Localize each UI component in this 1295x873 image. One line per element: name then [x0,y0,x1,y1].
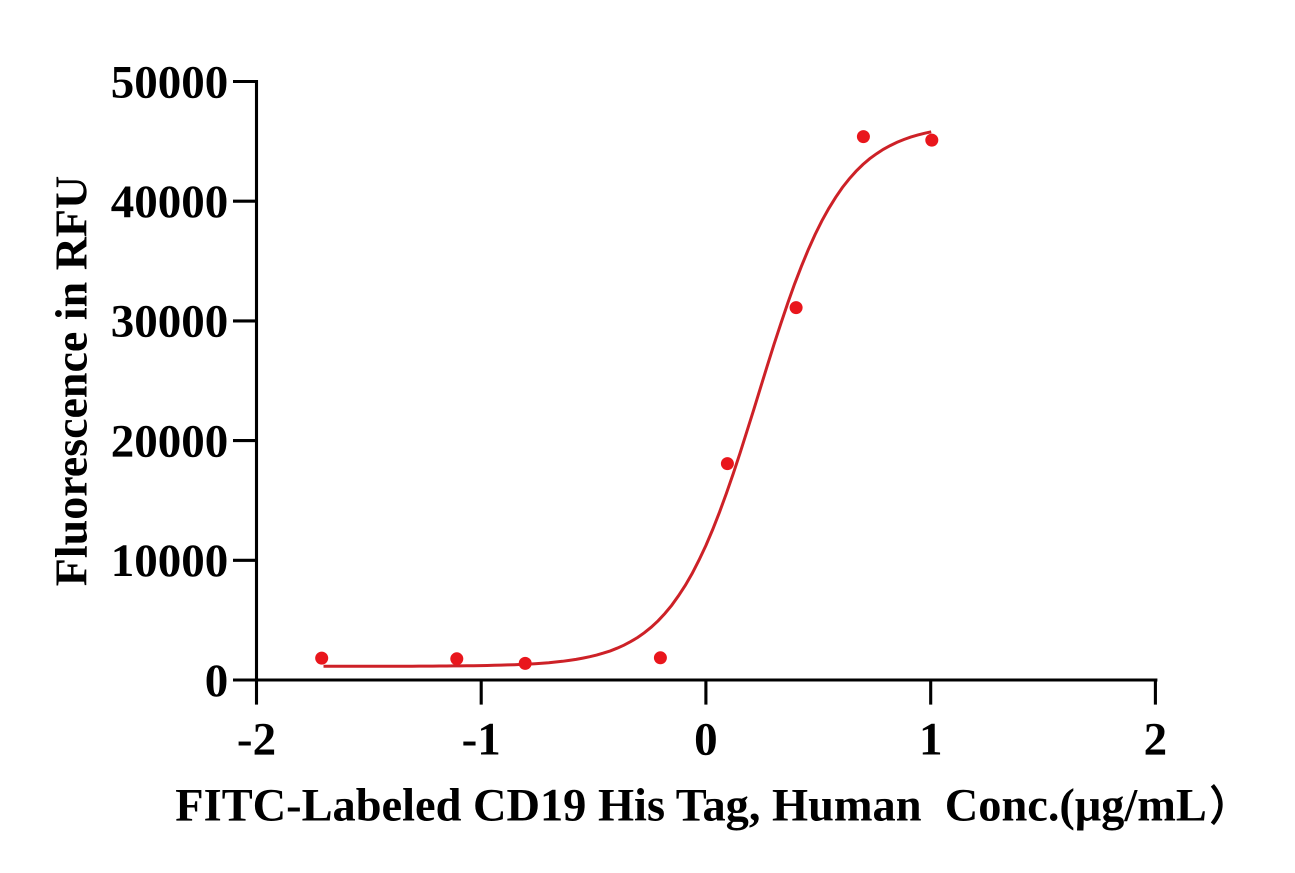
svg-text:50000: 50000 [111,56,229,108]
svg-text:0: 0 [205,655,229,707]
svg-text:-2: -2 [237,713,276,765]
svg-text:10000: 10000 [111,535,229,587]
svg-text:Fluorescence in RFU: Fluorescence in RFU [46,176,97,587]
svg-text:2: 2 [1144,713,1168,765]
svg-text:1: 1 [919,713,943,765]
svg-text:40000: 40000 [111,176,229,228]
svg-text:FITC-Labeled CD19 His Tag, Hum: FITC-Labeled CD19 His Tag, Human Conc.(μ… [175,781,1207,832]
svg-text:-1: -1 [462,713,501,765]
svg-text:30000: 30000 [111,296,229,348]
svg-text:0: 0 [694,713,718,765]
svg-text:20000: 20000 [111,415,229,467]
